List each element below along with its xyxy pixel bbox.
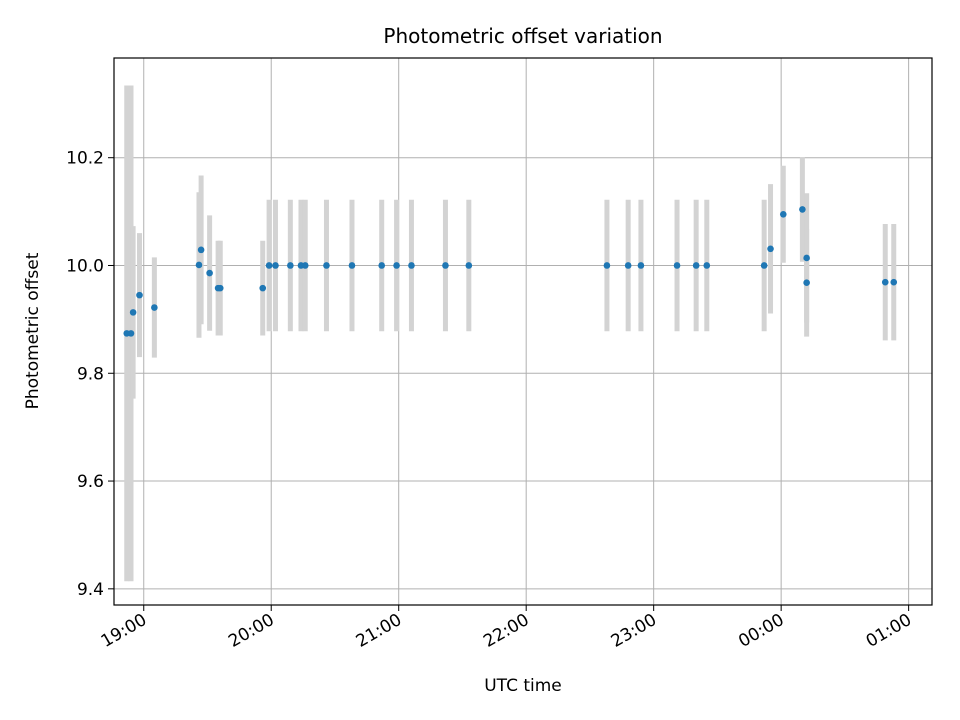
data-point (287, 262, 294, 269)
data-point (692, 262, 700, 269)
data-point (465, 262, 473, 269)
data-point (127, 330, 135, 337)
data-point (803, 254, 810, 262)
y-tick-label: 9.6 (77, 472, 104, 492)
data-point (151, 304, 158, 311)
data-points (123, 206, 898, 337)
data-point (673, 262, 681, 269)
data-point (393, 262, 400, 269)
data-point (637, 262, 645, 269)
data-point (323, 262, 330, 269)
data-point (779, 210, 787, 218)
data-point (881, 278, 889, 286)
y-tick-label: 10.0 (66, 256, 104, 276)
x-axis-label: UTC time (484, 676, 562, 696)
data-point (799, 206, 806, 213)
grid (114, 58, 932, 605)
data-point (760, 262, 768, 269)
data-point (442, 262, 449, 269)
data-point (197, 246, 205, 254)
data-point (206, 269, 213, 277)
plot-frame (113, 57, 933, 606)
data-point (803, 279, 810, 287)
data-point (703, 262, 711, 269)
y-axis-label: Photometric offset (23, 252, 43, 409)
data-point (129, 309, 137, 316)
data-point (259, 284, 267, 292)
data-point (272, 262, 279, 269)
data-point (378, 262, 386, 269)
data-point (195, 261, 203, 269)
data-point (136, 291, 143, 299)
chart-title: Photometric offset variation (383, 24, 662, 48)
data-point (603, 262, 611, 269)
y-tick-label: 9.4 (77, 580, 104, 600)
data-point (624, 262, 632, 269)
y-tick-label: 9.8 (77, 364, 104, 384)
data-point (408, 262, 415, 269)
y-tick-label: 10.2 (66, 149, 104, 169)
data-point (890, 278, 898, 286)
data-point (265, 262, 273, 269)
data-point (348, 262, 356, 269)
data-point (216, 284, 224, 292)
data-point (301, 262, 309, 269)
y-axis-ticks: 9.4 9.6 9.8 10.0 10.2 (66, 149, 114, 600)
data-point (767, 245, 774, 253)
